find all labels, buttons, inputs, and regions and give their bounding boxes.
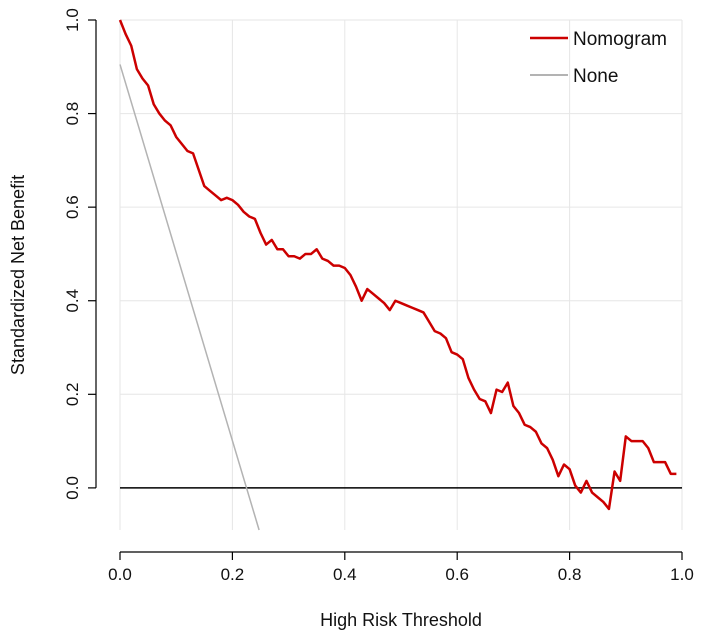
y-axis-ticks: 0.0 0.2 0.4 0.6 0.8 1.0: [63, 8, 96, 500]
none-curve: [119, 64, 260, 531]
x-tick-label-3: 0.6: [445, 565, 469, 584]
x-axis-ticks: 0.0 0.2 0.4 0.6 0.8 1.0: [108, 552, 694, 584]
legend: Nomogram None: [530, 29, 667, 87]
legend-label-none: None: [573, 66, 618, 87]
y-tick-label-2: 0.4: [63, 289, 82, 313]
x-tick-label-5: 1.0: [670, 565, 694, 584]
series-layer: [118, 19, 682, 531]
x-tick-label-2: 0.4: [333, 565, 357, 584]
grid-lines: [119, 19, 683, 530]
y-tick-label-5: 1.0: [63, 8, 82, 32]
y-tick-label-3: 0.6: [63, 195, 82, 219]
y-tick-label-0: 0.0: [63, 476, 82, 500]
x-tick-label-1: 0.2: [221, 565, 245, 584]
x-axis-label: High Risk Threshold: [320, 610, 482, 630]
y-tick-label-4: 0.8: [63, 102, 82, 126]
nomogram-curve: [118, 19, 677, 511]
y-axis-label: Standardized Net Benefit: [8, 175, 28, 375]
x-tick-label-4: 0.8: [558, 565, 582, 584]
x-tick-label-0: 0.0: [108, 565, 132, 584]
y-tick-label-1: 0.2: [63, 382, 82, 406]
legend-label-nomogram: Nomogram: [573, 29, 667, 50]
